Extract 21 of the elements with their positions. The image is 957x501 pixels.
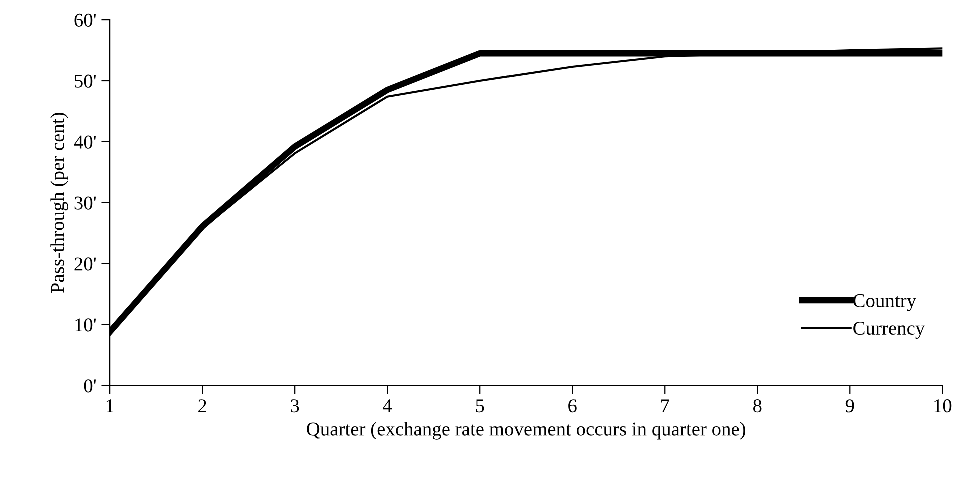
y-tick-label: 20' <box>74 258 96 271</box>
x-tick-label: 7 <box>662 400 670 412</box>
legend-label: Country <box>854 294 916 312</box>
x-tick-label: 3 <box>291 400 300 413</box>
y-tick-label: 0' <box>84 380 96 393</box>
y-tick-label: 40' <box>74 136 96 149</box>
y-tick-label: 60' <box>74 14 96 27</box>
x-tick-label: 5 <box>476 400 484 413</box>
legend-label: Currency <box>854 322 926 340</box>
x-tick-label: 2 <box>198 400 206 412</box>
x-tick-label: 8 <box>754 400 762 413</box>
y-tick-label: 10' <box>76 318 96 332</box>
y-axis-title: Pass-through (per cent) <box>50 113 68 294</box>
x-tick-label: 6 <box>568 400 577 413</box>
x-tick-label: 9 <box>846 400 854 413</box>
y-tick-label: 50' <box>75 74 96 88</box>
x-tick-label: 1 <box>106 400 114 412</box>
x-tick-label: 4 <box>383 400 392 412</box>
x-tick-label: 10 <box>934 400 952 413</box>
x-axis-title: Quarter (exchange rate movement occurs in quarter one) <box>307 422 746 440</box>
y-tick-label: 30' <box>74 196 96 210</box>
